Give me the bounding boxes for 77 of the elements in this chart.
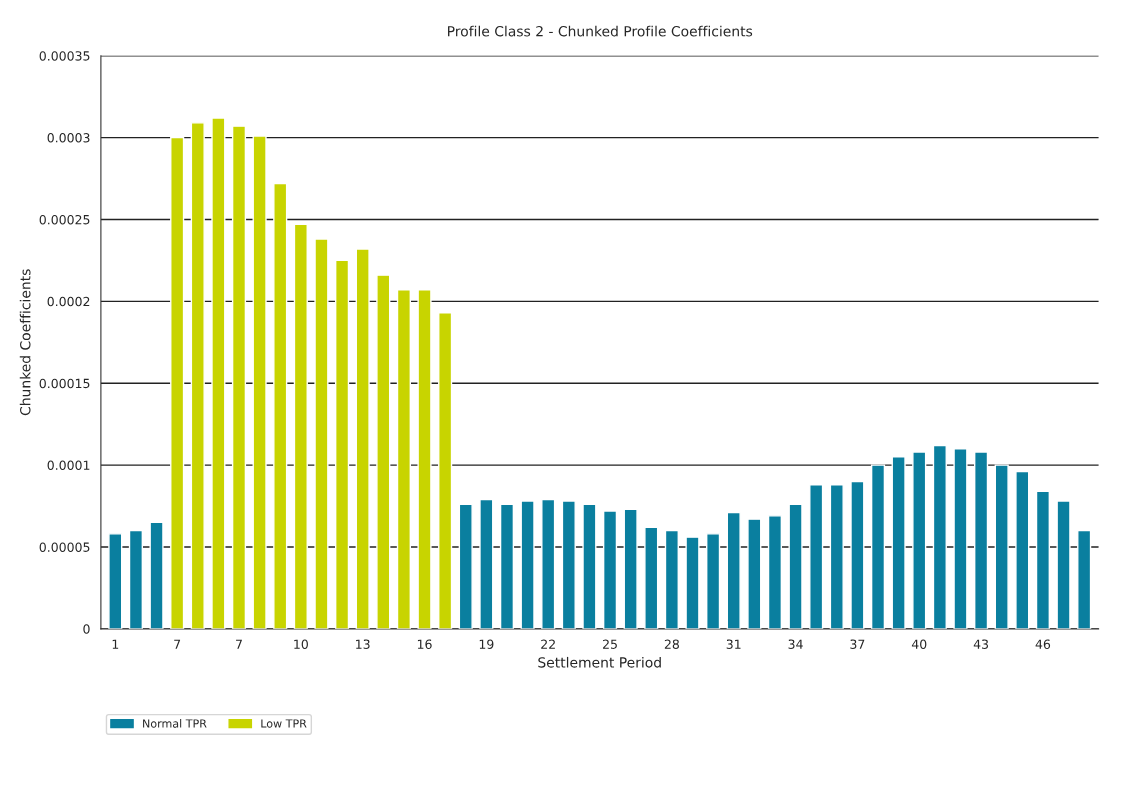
y-tick-label: 0.00025 (39, 214, 90, 225)
bar (932, 444, 947, 629)
bar (149, 521, 164, 629)
x-tick-label: 10 (294, 639, 308, 649)
bar (994, 464, 1009, 629)
bar (850, 480, 865, 629)
bar (355, 248, 370, 629)
y-tick-label: 0.00015 (39, 378, 90, 389)
bar (396, 289, 411, 629)
bar (891, 456, 906, 629)
bar (190, 122, 205, 629)
bar (376, 274, 391, 629)
bar (1015, 470, 1030, 629)
bar (231, 125, 247, 629)
y-tick-label: 0.0003 (47, 133, 90, 143)
x-tick-label: 1 (112, 639, 119, 649)
bar (1056, 500, 1071, 629)
bar (685, 536, 700, 629)
bar (706, 533, 721, 629)
y-tick-label: 0.0002 (47, 296, 90, 307)
bar (664, 529, 679, 629)
bar (953, 448, 968, 629)
x-tick-label: 31 (726, 639, 741, 649)
bar (293, 223, 308, 629)
bar (644, 526, 659, 629)
bar (170, 136, 185, 629)
legend-label: Normal TPR (143, 719, 207, 728)
x-tick-label: 37 (850, 639, 865, 649)
chart-title: Profile Class 2 - Chunked Profile Coefficients (448, 25, 753, 37)
bar (108, 533, 123, 629)
bar (128, 529, 144, 629)
bar (561, 500, 576, 629)
bar (623, 508, 638, 629)
x-tick-label: 40 (911, 639, 927, 649)
x-tick-label: 7 (236, 639, 242, 649)
bar (479, 498, 494, 629)
x-tick-label: 46 (1035, 639, 1051, 649)
x-tick-label: 22 (541, 639, 555, 649)
bar (520, 500, 535, 629)
bar (211, 117, 226, 629)
bar (973, 451, 989, 629)
bar (602, 510, 618, 629)
bar (458, 503, 473, 629)
x-tick-label: 25 (603, 639, 617, 649)
y-tick-label: 0.00005 (39, 542, 90, 552)
x-tick-label: 43 (973, 639, 989, 649)
bar (747, 518, 762, 629)
bar (788, 503, 803, 629)
bar (829, 484, 844, 629)
bar (767, 515, 783, 629)
bar (541, 498, 556, 629)
bar (438, 312, 453, 629)
x-axis-title: Settlement Period (538, 656, 661, 668)
x-tick-label: 7 (174, 639, 181, 649)
bar (273, 182, 288, 629)
bar (252, 135, 267, 629)
x-tick-label: 16 (417, 639, 432, 649)
bar (1035, 490, 1051, 629)
bar (417, 289, 432, 629)
x-tick-label: 13 (356, 639, 370, 649)
y-tick-label: 0.0001 (47, 460, 90, 471)
y-axis-title: Chunked Coefficients (19, 269, 31, 416)
y-tick-label: 0 (83, 624, 90, 634)
bar (870, 464, 886, 629)
x-tick-label: 28 (664, 639, 679, 649)
bar (726, 511, 741, 629)
legend-label: Low TPR (261, 719, 307, 728)
bar (912, 451, 927, 629)
y-tick-label: 0.00035 (39, 51, 90, 61)
x-tick-label: 34 (788, 639, 803, 649)
x-tick-label: 19 (479, 639, 494, 649)
bar (1077, 529, 1092, 629)
bar (809, 484, 824, 629)
bar (582, 503, 597, 629)
bar (314, 238, 329, 629)
bar (499, 503, 515, 629)
bar (334, 259, 350, 629)
